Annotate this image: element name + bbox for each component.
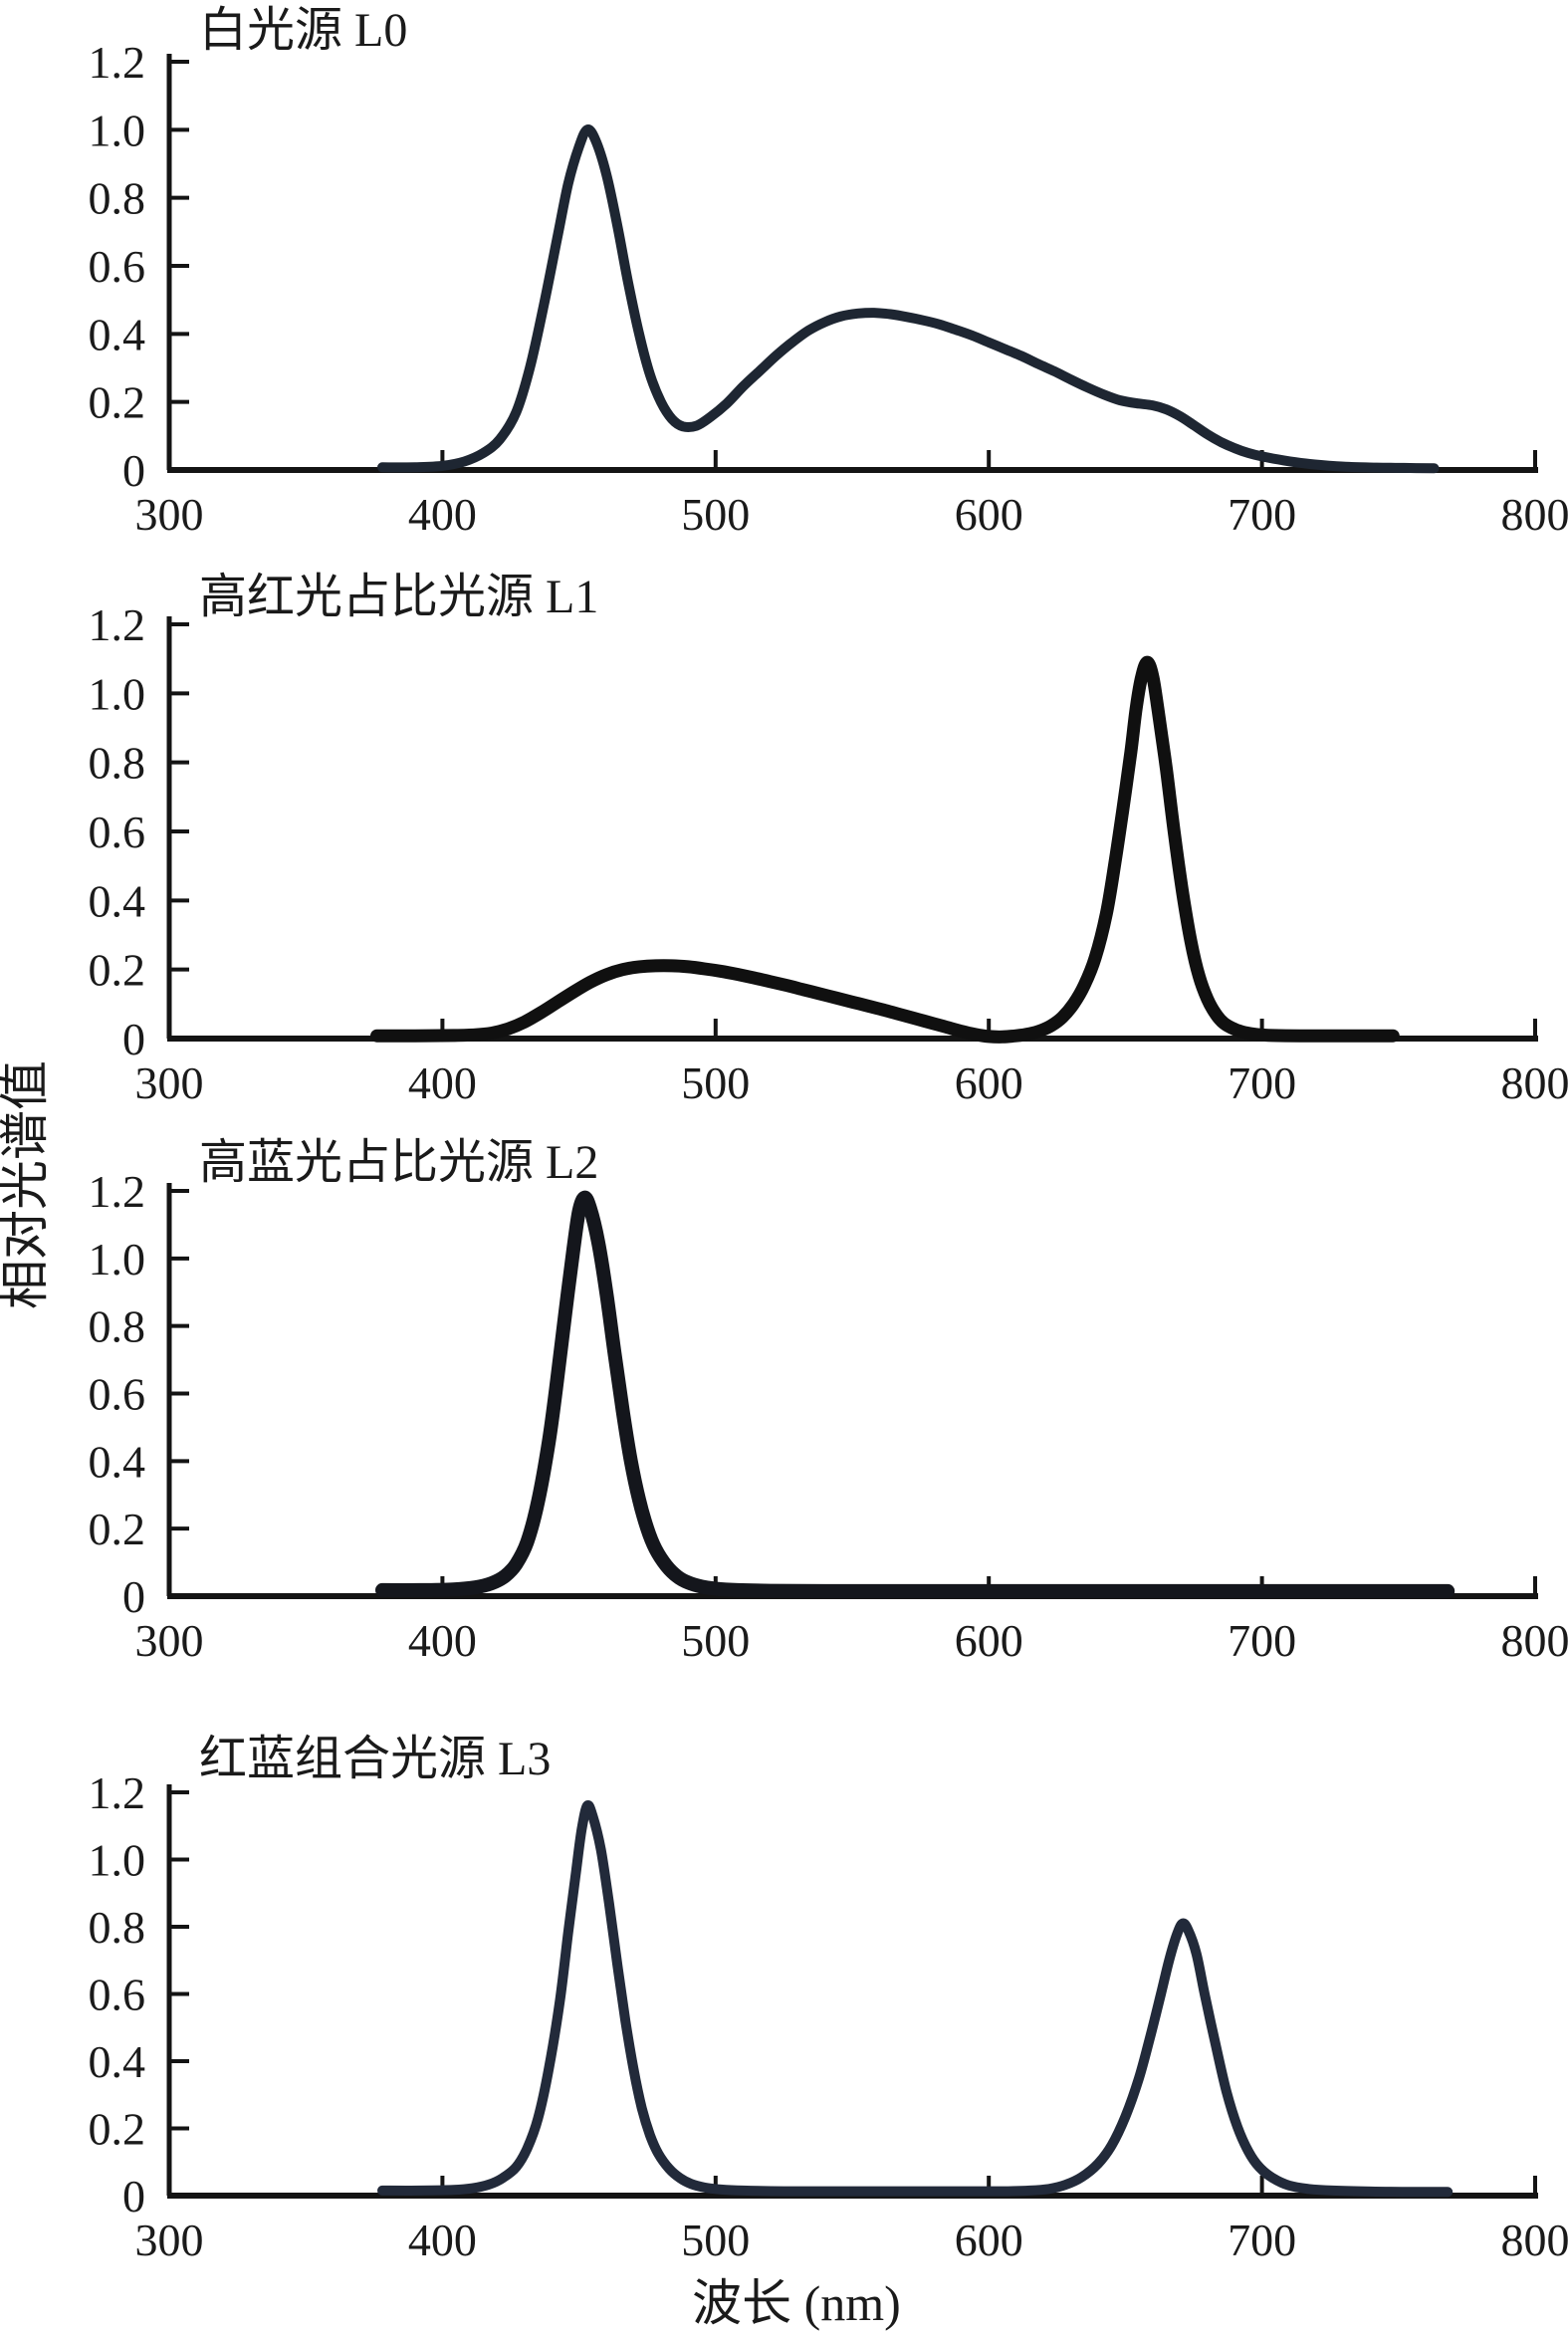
- spectrum-curve-l3: [377, 1800, 1454, 2198]
- y-tick-label: 0: [122, 1571, 145, 1622]
- x-tick-label: 700: [1228, 1057, 1296, 1108]
- x-tick-label: 600: [955, 2215, 1023, 2265]
- panel-l3-title: 红蓝组合光源 L3: [199, 1733, 551, 1785]
- y-tick-label: 0.6: [89, 1369, 146, 1420]
- y-tick-label: 1.0: [89, 668, 146, 719]
- y-tick-label: 0.2: [89, 1504, 146, 1554]
- x-tick-label: 400: [408, 2215, 477, 2265]
- x-axis-label: 波长 (nm): [692, 2275, 901, 2331]
- y-tick-label: 0.4: [89, 2036, 146, 2087]
- y-tick-label: 0.8: [89, 738, 146, 789]
- y-tick-label: 0.8: [89, 173, 146, 224]
- x-tick-label: 500: [681, 489, 750, 540]
- y-tick-label: 1.2: [89, 599, 146, 650]
- x-tick-label: 300: [135, 2215, 204, 2265]
- spectrum-curve-l0: [377, 124, 1440, 474]
- y-tick-label: 0.6: [89, 241, 146, 292]
- y-tick-label: 1.0: [89, 1835, 146, 1886]
- y-tick-label: 1.2: [89, 1767, 146, 1818]
- x-tick-label: 500: [681, 2215, 750, 2265]
- y-tick-label: 0.6: [89, 807, 146, 857]
- y-tick-label: 0.6: [89, 1970, 146, 2020]
- x-tick-label: 300: [135, 1615, 204, 1666]
- x-tick-label: 800: [1501, 2215, 1568, 2265]
- x-tick-label: 400: [408, 489, 477, 540]
- x-tick-label: 600: [955, 489, 1023, 540]
- panel-l0-title: 白光源 L0: [199, 4, 407, 57]
- chart-panel-l0: 0 0.2 0.4 0.6 0.8 1.0 1.2 300 400 500 600 700 800: [89, 37, 1568, 540]
- y-tick-label: 0: [122, 1014, 145, 1064]
- y-tick-label: 1.0: [89, 105, 146, 155]
- chart-panel-l2: 0 0.2 0.4 0.6 0.8 1.0 1.2 300 400 500 600 700 800: [89, 1166, 1568, 1666]
- y-tick-label: 0: [122, 445, 145, 496]
- y-tick-label: 1.2: [89, 37, 146, 88]
- x-tick-label: 600: [955, 1615, 1023, 1666]
- x-tick-label: 500: [681, 1057, 750, 1108]
- y-tick-label: 0: [122, 2171, 145, 2221]
- y-tick-label: 0.2: [89, 377, 146, 428]
- y-tick-label: 0.4: [89, 1436, 146, 1487]
- y-tick-label: 1.0: [89, 1234, 146, 1285]
- x-tick-label: 800: [1501, 489, 1568, 540]
- spectrum-curve-l2: [375, 1190, 1456, 1598]
- y-tick-label: 0.2: [89, 945, 146, 996]
- y-tick-label: 0.8: [89, 1301, 146, 1352]
- panel-l2-title: 高蓝光占比光源 L2: [199, 1136, 598, 1189]
- chart-panel-l1: 0 0.2 0.4 0.6 0.8 1.0 1.2 300 400 500 600 700 800: [89, 599, 1568, 1108]
- y-tick-label: 0.2: [89, 2104, 146, 2155]
- x-tick-label: 400: [408, 1615, 477, 1666]
- y-tick-label: 0.4: [89, 309, 146, 359]
- y-tick-label: 0.8: [89, 1902, 146, 1953]
- chart-panel-l3: 0 0.2 0.4 0.6 0.8 1.0 1.2 300 400 500 600 700 800: [89, 1767, 1568, 2265]
- y-axis-label: 相对光谱值: [0, 1060, 53, 1309]
- x-tick-label: 500: [681, 1615, 750, 1666]
- plots-layer: 0 0.2 0.4 0.6 0.8 1.0 1.2 300 400 500 600 700 800 0 0.…: [89, 37, 1568, 2265]
- y-tick-label: 0.4: [89, 875, 146, 926]
- panel-l1-title: 高红光占比光源 L1: [199, 571, 598, 623]
- spectrum-curve-l1: [370, 655, 1400, 1044]
- x-tick-label: 700: [1228, 1615, 1296, 1666]
- y-tick-label: 1.2: [89, 1166, 146, 1217]
- x-tick-label: 800: [1501, 1615, 1568, 1666]
- x-tick-label: 800: [1501, 1057, 1568, 1108]
- x-tick-label: 700: [1228, 2215, 1296, 2265]
- x-tick-label: 600: [955, 1057, 1023, 1108]
- x-tick-label: 700: [1228, 489, 1296, 540]
- x-tick-label: 300: [135, 489, 204, 540]
- x-tick-label: 300: [135, 1057, 204, 1108]
- x-tick-label: 400: [408, 1057, 477, 1108]
